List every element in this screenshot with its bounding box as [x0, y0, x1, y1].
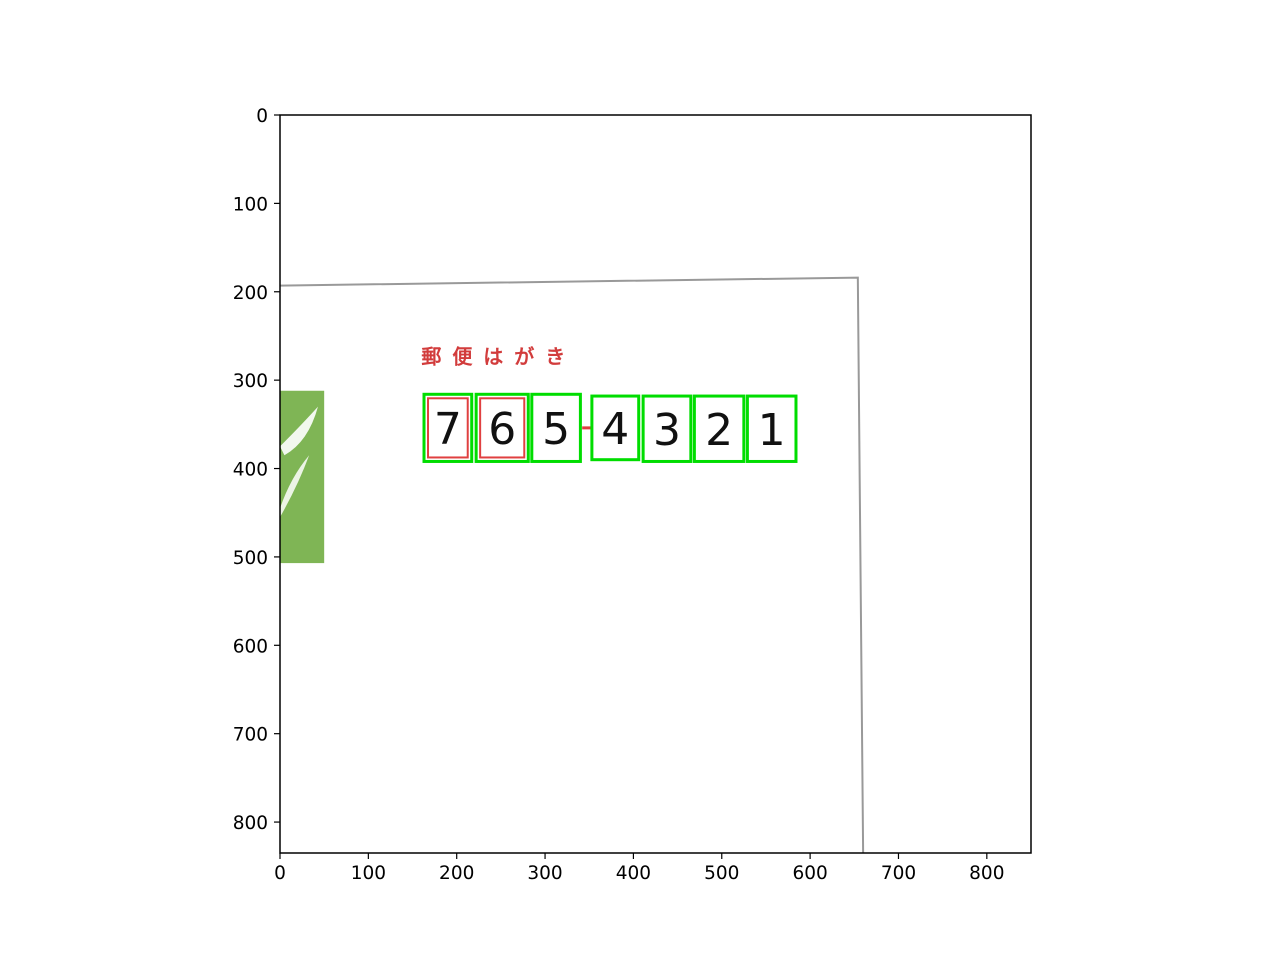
y-tick-label: 100 — [233, 194, 268, 215]
y-tick-label: 600 — [233, 636, 268, 657]
digit-label: 3 — [653, 405, 681, 456]
detection-box — [474, 392, 530, 463]
plot-frame — [279, 114, 1032, 854]
detection-box — [692, 394, 746, 463]
digit-label: 1 — [758, 405, 786, 456]
detection-4: 4 — [590, 394, 641, 462]
y-tick-label: 800 — [233, 813, 268, 834]
stamp-body — [280, 390, 325, 564]
x-tick-label: 300 — [527, 863, 562, 884]
y-tick-label: 400 — [233, 460, 268, 481]
digit-cell — [427, 397, 469, 459]
x-tick-label: 200 — [439, 863, 474, 884]
x-tick-label: 100 — [351, 863, 386, 884]
detection-3: 3 — [641, 394, 693, 463]
digit-label: 7 — [434, 404, 462, 455]
y-tick-label: 500 — [233, 548, 268, 569]
stamp-region — [280, 390, 325, 564]
detection-box — [745, 394, 798, 463]
detection-7: 7 — [422, 392, 474, 463]
detection-box — [641, 394, 693, 463]
stamp-leaf-lower — [280, 455, 310, 518]
y-tick-label: 0 — [256, 106, 268, 127]
postcard-title: 郵 便 は が き — [421, 344, 567, 368]
detection-box — [422, 392, 474, 463]
y-tick-label: 700 — [233, 725, 268, 746]
x-tick-label: 500 — [704, 863, 739, 884]
detection-5: 5 — [530, 392, 582, 463]
digit-label: 2 — [705, 405, 733, 456]
x-tick-label: 400 — [616, 863, 651, 884]
digit-label: 5 — [542, 404, 570, 455]
plot-background — [280, 115, 1031, 853]
x-tick-label: 0 — [274, 863, 286, 884]
x-tick-label: 700 — [881, 863, 916, 884]
detection-1: 1 — [745, 394, 798, 463]
detection-2: 2 — [692, 394, 746, 463]
detection-box — [530, 392, 582, 463]
x-tick-label: 600 — [792, 863, 827, 884]
digit-cell — [479, 397, 526, 459]
stamp-leaf-upper — [280, 406, 318, 456]
digit-label: 4 — [601, 404, 629, 455]
x-tick-label: 800 — [969, 863, 1004, 884]
postcard-outline — [280, 276, 865, 853]
detection-6: 6 — [474, 392, 530, 463]
digit-label: 6 — [488, 404, 516, 455]
x-axis: 0 100 200 300 400 500 600 700 800 — [274, 853, 1004, 884]
y-axis: 0 100 200 300 400 500 600 700 800 — [233, 106, 280, 834]
detection-box — [590, 394, 641, 462]
y-tick-label: 200 — [233, 283, 268, 304]
y-tick-label: 300 — [233, 371, 268, 392]
